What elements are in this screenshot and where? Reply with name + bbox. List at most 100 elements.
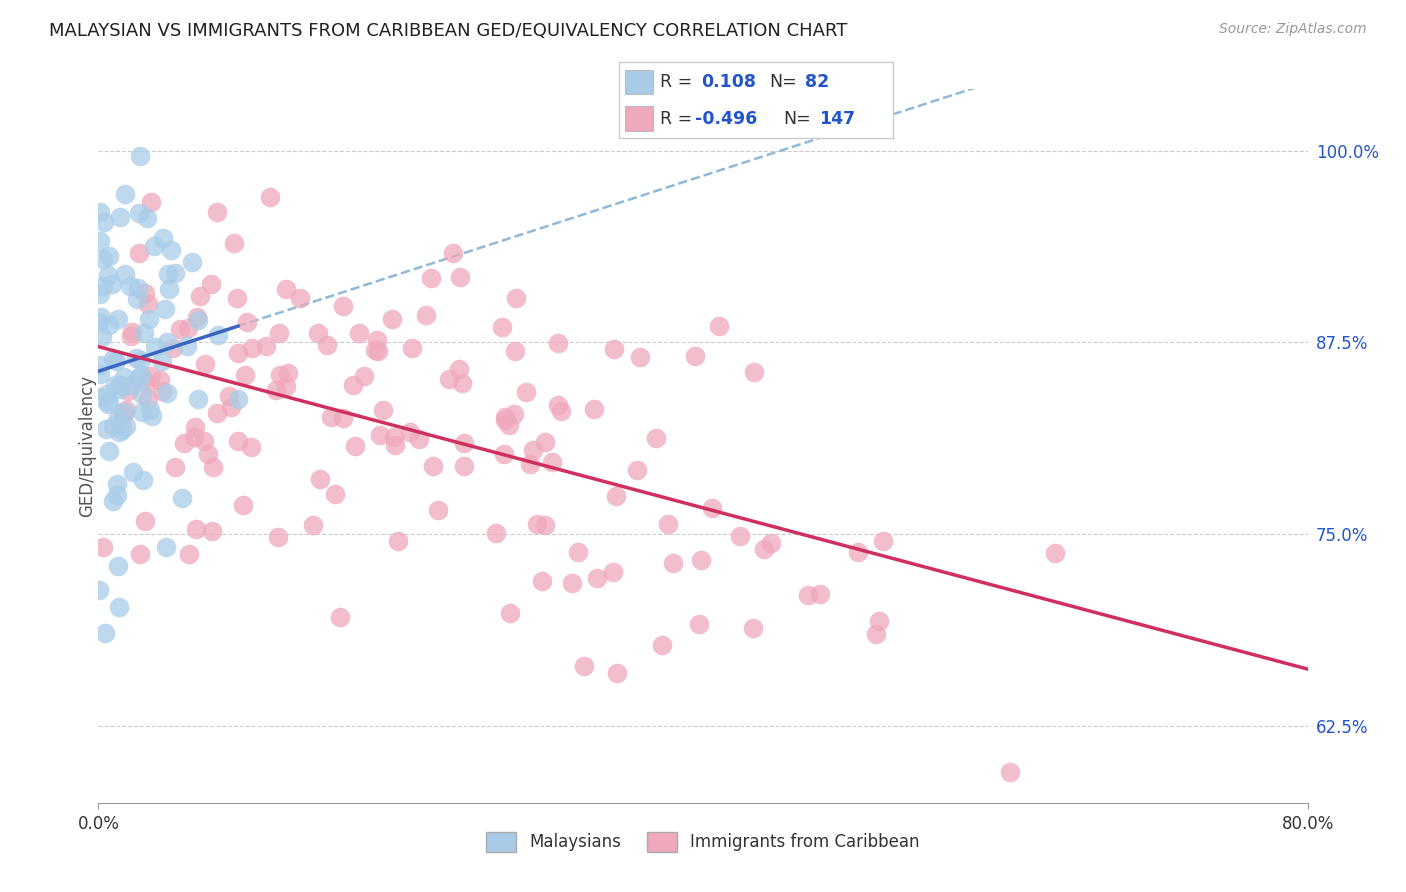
Point [868,614,890,628]
Point [550,403,572,417]
Point [136,211,159,226]
Point [93,252,115,266]
Point [157,282,180,296]
Point [141,368,163,383]
Point [519,457,541,471]
Point [125,293,148,307]
Point [427,503,450,517]
Text: N=: N= [769,73,797,91]
Point [498,417,520,432]
Point [872,534,894,549]
Point [222,235,245,250]
Point [1043,545,1066,559]
Point [754,541,776,556]
Point [89,358,111,372]
Point [150,353,173,368]
Point [98,250,121,264]
Point [87,315,110,329]
Point [90,329,112,343]
Point [138,311,160,326]
Point [603,342,626,356]
Point [181,254,204,268]
Point [132,473,155,487]
Point [173,436,195,450]
Point [342,377,364,392]
Point [254,338,277,352]
Point [150,384,173,398]
Point [101,277,124,292]
Point [408,432,430,446]
Point [129,353,152,368]
Point [107,559,129,574]
Point [232,498,254,512]
Point [585,571,607,585]
Point [602,566,624,580]
Text: -0.496: -0.496 [696,110,758,128]
Point [115,402,138,417]
Point [152,231,174,245]
Point [226,291,249,305]
Point [97,268,120,283]
Point [363,343,385,357]
Point [201,524,224,538]
Point [274,379,297,393]
Point [323,487,346,501]
Point [155,334,177,349]
Point [728,529,751,543]
Point [128,246,150,260]
Point [207,328,229,343]
Point [651,638,673,652]
Point [120,329,142,343]
Point [332,410,354,425]
Point [138,403,160,417]
Point [494,410,516,425]
Point [302,517,325,532]
Point [267,326,290,341]
Point [533,517,555,532]
Point [240,440,263,454]
Point [371,403,394,417]
Point [136,296,159,310]
Point [453,458,475,473]
Point [865,627,887,641]
Point [309,472,332,486]
Point [368,428,391,442]
Point [201,460,224,475]
Point [399,425,422,440]
Point [112,409,135,423]
Point [141,194,163,209]
Point [797,588,820,602]
Point [107,410,129,425]
Point [131,405,153,419]
Point [561,575,583,590]
Point [329,610,352,624]
Text: 0.108: 0.108 [700,73,756,91]
Point [141,409,163,423]
Point [447,362,470,376]
Point [107,311,129,326]
Point [572,659,595,673]
Point [700,501,723,516]
Text: 147: 147 [818,110,855,128]
Point [451,376,474,391]
Point [742,621,765,635]
Point [502,407,524,421]
Point [441,246,464,260]
Point [156,385,179,400]
Point [108,425,131,439]
Point [205,205,228,219]
Point [165,266,187,280]
Point [94,626,117,640]
Point [547,398,569,412]
Point [193,434,215,448]
Point [177,548,200,562]
Point [114,267,136,281]
Point [228,346,250,360]
Point [104,353,127,368]
Point [491,319,513,334]
Point [89,367,111,381]
Point [541,455,564,469]
Point [186,310,208,324]
Point [688,616,710,631]
Point [98,318,121,332]
